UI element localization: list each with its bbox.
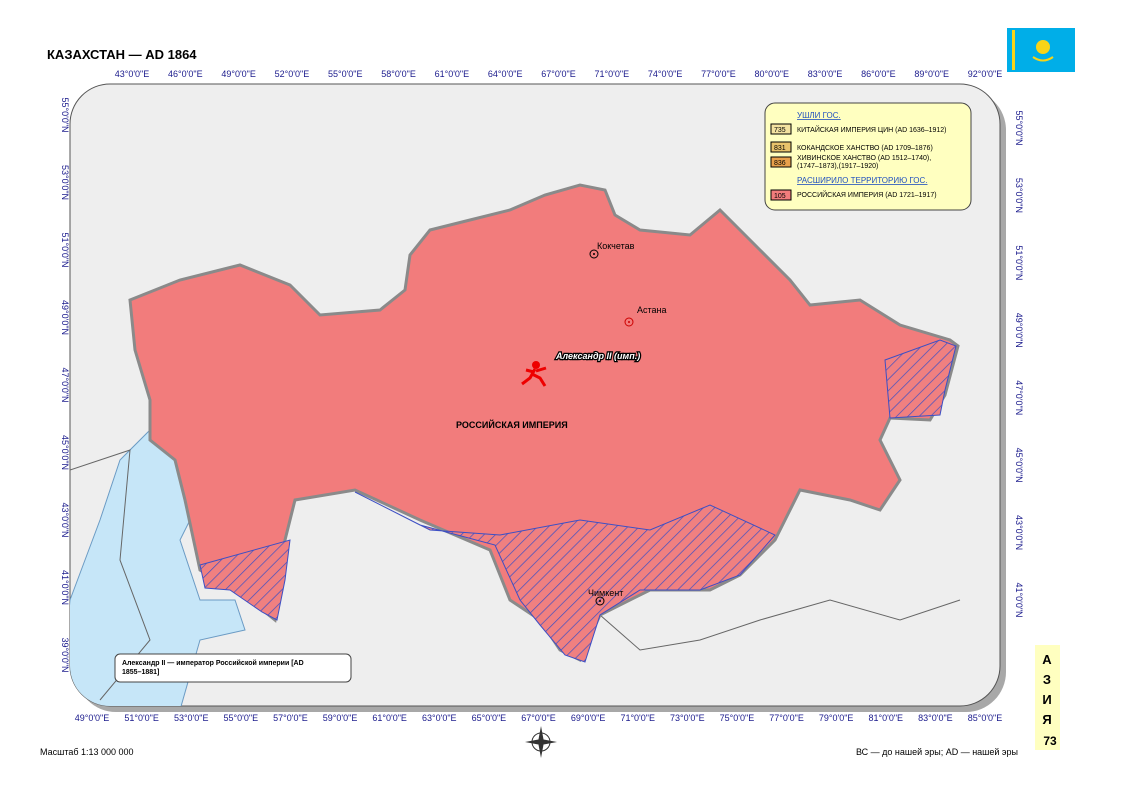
y-tick-label: 39°0'0"N — [60, 637, 70, 672]
y-tick-label: 41°0'0"N — [1014, 582, 1024, 617]
qing-area — [884, 339, 957, 419]
legend-heading: РАСШИРИЛО ТЕРРИТОРИЮ ГОС. — [797, 176, 928, 185]
ruler-icon — [521, 361, 547, 387]
x-tick-label: 77°0'0"E — [701, 69, 736, 79]
x-tick-label: 61°0'0"E — [435, 69, 470, 79]
note: Александр II — император Российской импе… — [122, 659, 304, 667]
x-tick-label: 77°0'0"E — [769, 713, 804, 723]
scale: Масштаб 1:13 000 000 — [40, 747, 134, 757]
x-tick-label: 67°0'0"E — [521, 713, 556, 723]
x-tick-label: 63°0'0"E — [422, 713, 457, 723]
x-tick-label: 71°0'0"E — [620, 713, 655, 723]
y-tick-label: 41°0'0"N — [60, 570, 70, 605]
legend-code: 836 — [774, 160, 786, 167]
y-tick-label: 45°0'0"N — [1014, 448, 1024, 483]
x-tick-label: 92°0'0"E — [968, 69, 1003, 79]
x-tick-label: 64°0'0"E — [488, 69, 523, 79]
x-tick-label: 86°0'0"E — [861, 69, 896, 79]
x-tick-label: 85°0'0"E — [968, 713, 1003, 723]
ruler-label: Александр II (имп.) — [555, 351, 640, 361]
page-number: 73 — [1043, 734, 1057, 748]
legend: УШЛИ ГОС. 735 КИТАЙСКАЯ ИМПЕРИЯ ЦИН (AD … — [764, 102, 972, 211]
y-tick-label: 43°0'0"N — [60, 502, 70, 537]
side-tab — [1035, 645, 1060, 750]
x-tick-label: 71°0'0"E — [595, 69, 630, 79]
y-tick-label: 53°0'0"N — [60, 165, 70, 200]
x-tick-label: 69°0'0"E — [571, 713, 606, 723]
y-tick-label: 43°0'0"N — [1014, 515, 1024, 550]
note: 1855–1881] — [122, 669, 159, 676]
legend-label: КОКАНДСКОЕ ХАНСТВО (AD 1709–1876) — [797, 145, 933, 152]
y-tick-label: 51°0'0"N — [60, 232, 70, 267]
x-tick-label: 81°0'0"E — [869, 713, 904, 723]
x-tick-label: 49°0'0"E — [75, 713, 110, 723]
x-tick-label: 89°0'0"E — [914, 69, 949, 79]
y-tick-label: 49°0'0"N — [60, 300, 70, 335]
x-tick-label: 83°0'0"E — [808, 69, 843, 79]
flag — [1007, 28, 1075, 72]
x-tick-label: 55°0'0"E — [328, 69, 363, 79]
graticule-labels: 43°0'0"E 46°0'0"E 49°0'0"E 52°0'0"E 55°0'0"E… — [60, 69, 1024, 723]
x-tick-label: 49°0'0"E — [221, 69, 256, 79]
x-tick-label: 57°0'0"E — [273, 713, 308, 723]
khiva-area — [199, 539, 291, 621]
map — [70, 183, 961, 706]
legend-code: 831 — [774, 145, 786, 152]
x-tick-label: 55°0'0"E — [224, 713, 259, 723]
border — [599, 599, 961, 651]
x-tick-label: 83°0'0"E — [918, 713, 953, 723]
tab-letter: З — [1043, 672, 1051, 687]
legend-label: ХИВИНСКОЕ ХАНСТВО (AD 1512–1740), — [797, 155, 931, 162]
x-tick-label: 65°0'0"E — [472, 713, 507, 723]
y-tick-label: 55°0'0"N — [60, 97, 70, 132]
x-tick-label: 58°0'0"E — [381, 69, 416, 79]
x-tick-label: 67°0'0"E — [541, 69, 576, 79]
x-tick-label: 79°0'0"E — [819, 713, 854, 723]
state-label: РОССИЙСКАЯ ИМПЕРИЯ — [456, 419, 568, 430]
era-note: ВС — до нашей эры; AD — нашей эры — [856, 747, 1018, 757]
x-tick-label: 51°0'0"E — [124, 713, 159, 723]
legend-label: КИТАЙСКАЯ ИМПЕРИЯ ЦИН (AD 1636–1912) — [797, 125, 947, 134]
y-tick-label: 51°0'0"N — [1014, 245, 1024, 280]
legend-label: РОССИЙСКАЯ ИМПЕРИЯ (AD 1721–1917) — [797, 190, 937, 199]
x-tick-label: 73°0'0"E — [670, 713, 705, 723]
y-tick-label: 49°0'0"N — [1014, 313, 1024, 348]
x-tick-label: 61°0'0"E — [372, 713, 407, 723]
y-tick-label: 47°0'0"N — [60, 367, 70, 402]
title: КАЗАХСТАН — AD 1864 — [47, 47, 197, 62]
y-tick-label: 47°0'0"N — [1014, 380, 1024, 415]
y-tick-label: 53°0'0"N — [1014, 178, 1024, 213]
x-tick-label: 53°0'0"E — [174, 713, 209, 723]
y-tick-label: 55°0'0"N — [1014, 110, 1024, 145]
city-label: Астана — [637, 305, 667, 315]
tab-letter: Я — [1042, 712, 1051, 727]
x-tick-label: 74°0'0"E — [648, 69, 683, 79]
city-label: Кокчетав — [597, 241, 635, 251]
y-tick-label: 45°0'0"N — [60, 435, 70, 470]
cities: Кокчетав Астана Чимкент — [588, 241, 667, 606]
city-label: Чимкент — [588, 588, 623, 598]
legend-code: 105 — [774, 193, 786, 200]
note-box — [114, 653, 352, 683]
x-tick-label: 43°0'0"E — [115, 69, 150, 79]
kokand-area — [354, 491, 776, 663]
compass — [525, 726, 557, 758]
tab-letter: А — [1042, 652, 1052, 667]
legend-code: 735 — [774, 127, 786, 134]
x-tick-label: 59°0'0"E — [323, 713, 358, 723]
x-tick-label: 52°0'0"E — [275, 69, 310, 79]
legend-label: (1747–1873),(1917–1920) — [797, 163, 878, 170]
legend-heading: УШЛИ ГОС. — [797, 111, 841, 120]
x-tick-label: 46°0'0"E — [168, 69, 203, 79]
x-tick-label: 75°0'0"E — [720, 713, 755, 723]
tab-letter: И — [1042, 692, 1051, 707]
x-tick-label: 80°0'0"E — [754, 69, 789, 79]
